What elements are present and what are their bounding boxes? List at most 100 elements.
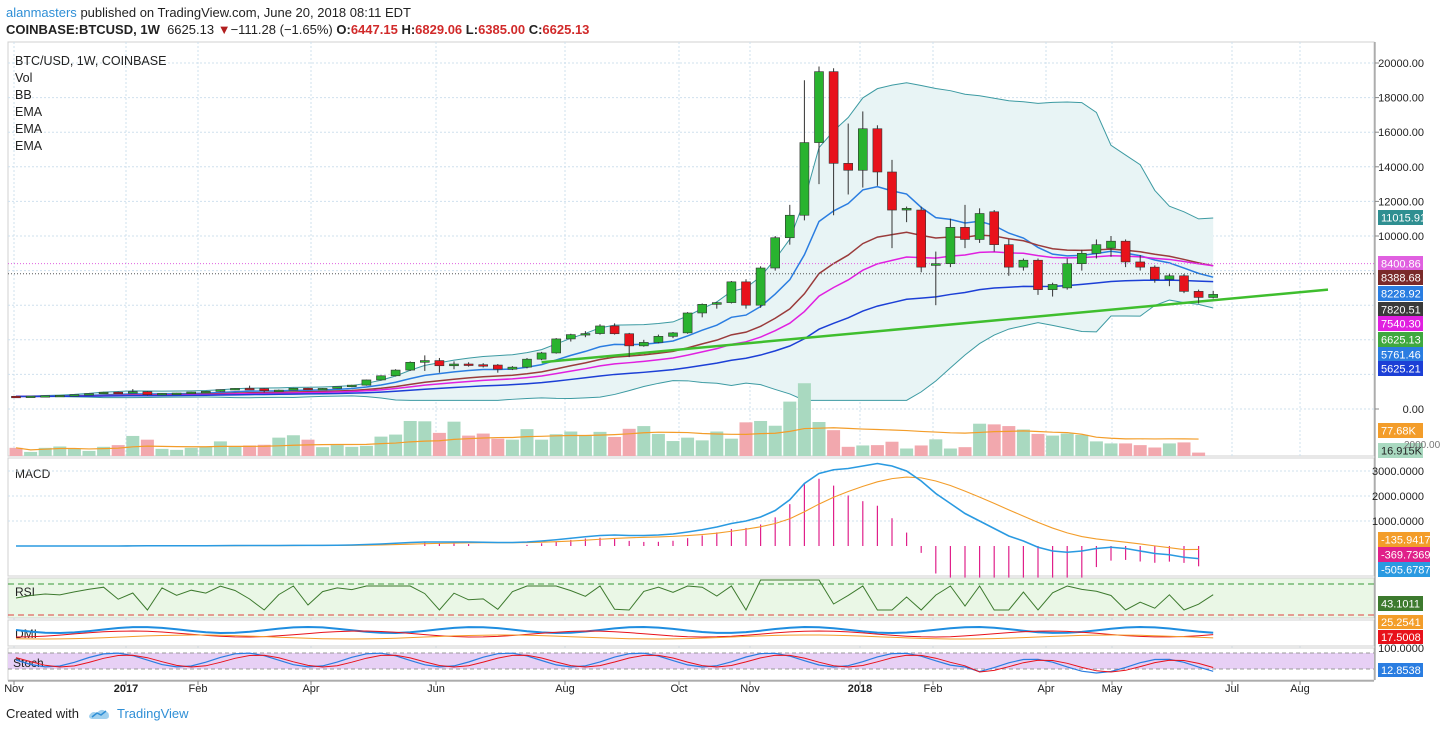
candle-body xyxy=(54,395,65,398)
candle-body xyxy=(492,364,503,370)
volume-bar xyxy=(1002,426,1016,456)
volume-bar xyxy=(520,429,534,456)
legend-entry-2: BB xyxy=(15,88,32,102)
volume-bar xyxy=(739,422,753,456)
candle-body xyxy=(128,391,138,394)
volume-bar xyxy=(389,434,403,456)
candle-body xyxy=(682,312,693,334)
candle-body xyxy=(930,263,941,266)
volume-bar xyxy=(929,439,943,456)
candle-up xyxy=(726,280,737,304)
candle-body xyxy=(1077,253,1087,264)
candle-body xyxy=(478,364,489,367)
ema-long-line xyxy=(15,279,1214,398)
candle-up xyxy=(1106,236,1116,257)
candle-body xyxy=(565,334,576,340)
candle-up xyxy=(580,331,591,338)
x-tick-label: Jun xyxy=(427,683,445,695)
candle-down xyxy=(1179,274,1189,294)
candle-up xyxy=(186,391,196,394)
y-tick-label: 10000.00 xyxy=(1378,231,1424,243)
volume-bar xyxy=(754,420,768,456)
candle-body xyxy=(273,389,284,392)
price-label-text: 5625.21 xyxy=(1381,364,1421,376)
candle-body xyxy=(1179,275,1189,292)
candle-body xyxy=(522,358,532,368)
candle-body xyxy=(1193,291,1204,298)
stoch-label: Stoch xyxy=(13,656,44,670)
price-label-text: 6625.13 xyxy=(1381,335,1421,347)
volume-bar xyxy=(1162,443,1176,456)
stoch-value-badge xyxy=(1378,663,1423,677)
volume-bar xyxy=(403,420,417,456)
candle-body xyxy=(113,391,123,395)
legend: BTC/USD, 1W, COINBASE Vol BB EMA EMA EMA xyxy=(15,54,166,153)
volume-bar xyxy=(622,428,636,456)
volume-bar xyxy=(462,435,476,456)
volume-bar xyxy=(1016,429,1030,456)
candle-up xyxy=(770,236,781,271)
volume-bar xyxy=(885,441,899,456)
candle-down xyxy=(142,391,153,396)
candle-body xyxy=(960,227,970,240)
dmi-plus-line xyxy=(15,634,1214,640)
volume-bar xyxy=(140,439,154,456)
volume-bar xyxy=(783,401,797,456)
volume-bar xyxy=(841,446,855,456)
volume-bar xyxy=(53,446,67,456)
price-label-text: 7540.30 xyxy=(1381,319,1421,331)
price-label-text: 11015.91 xyxy=(1381,213,1426,225)
candle-body xyxy=(142,391,153,395)
volume-bar xyxy=(418,421,432,456)
candle-body xyxy=(857,128,868,171)
candle-up xyxy=(1018,258,1029,271)
candle-down xyxy=(244,385,255,391)
candle-up xyxy=(230,388,240,391)
candle-body xyxy=(872,128,883,173)
volume-bar xyxy=(170,449,184,456)
x-tick-label: Aug xyxy=(1290,683,1310,695)
symbol-label: COINBASE:BTCUSD, 1W xyxy=(6,22,160,37)
volume-bar xyxy=(724,438,738,456)
candle-body xyxy=(449,363,459,367)
candle-up xyxy=(1208,290,1218,299)
candle-body xyxy=(726,281,737,303)
candle-body xyxy=(711,302,722,305)
volume-bar xyxy=(681,437,695,456)
price-label-badge xyxy=(1378,332,1423,347)
volume-bar xyxy=(943,448,957,456)
candle-up xyxy=(653,334,664,344)
candle-body xyxy=(1003,244,1014,268)
candle-up xyxy=(332,386,343,389)
author-link[interactable]: alanmasters xyxy=(6,5,77,20)
y-tick-label: 0.00 xyxy=(1403,404,1424,416)
stoch-d-line xyxy=(15,654,1214,673)
candle-body xyxy=(609,325,620,335)
candle-up xyxy=(668,332,678,339)
y-tick-label: 14000.00 xyxy=(1378,162,1424,174)
volume-bar xyxy=(549,434,563,456)
volume-bar xyxy=(900,448,914,456)
price-axis[interactable]: 20000.00 18000.00 16000.00 14000.00 12000.00… xyxy=(1372,42,1444,682)
candle-body xyxy=(741,281,751,306)
candle-body xyxy=(171,392,182,395)
volume-bar xyxy=(973,423,987,456)
legend-entry-4: EMA xyxy=(15,122,43,136)
x-tick-label: 2018 xyxy=(848,683,872,695)
open-value: 6447.15 xyxy=(350,22,398,37)
candle-up xyxy=(1164,274,1175,287)
time-axis[interactable]: Nov 2017 Feb Apr Jun Aug Oct Nov 2018 Feb Apr May Ju… xyxy=(4,680,1374,695)
candle-down xyxy=(989,210,1000,252)
candle-body xyxy=(40,395,51,398)
macd-value-badge xyxy=(1378,547,1430,562)
candle-down xyxy=(1150,265,1160,283)
candle-body xyxy=(1120,240,1131,263)
volume-bar xyxy=(1104,443,1118,456)
volume-bar xyxy=(637,426,651,456)
volume-bar xyxy=(1192,452,1206,456)
volume-bar xyxy=(958,447,972,456)
tradingview-brand-link[interactable]: TradingView xyxy=(117,706,189,721)
volume-bar xyxy=(651,433,665,456)
volume-bar xyxy=(1148,447,1162,456)
